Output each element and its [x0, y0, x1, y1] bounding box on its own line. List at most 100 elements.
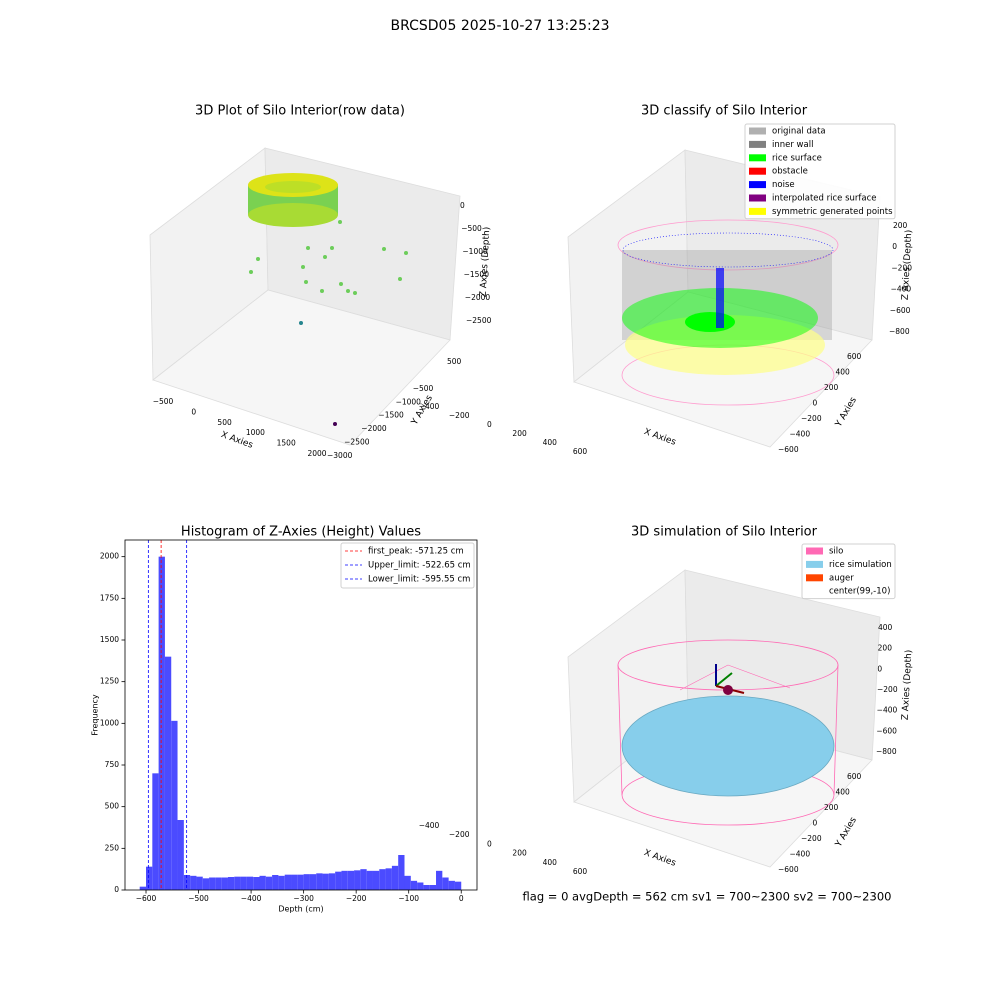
annotation: flag = 0 avgDepth = 562 cm sv1 = 700~230…	[523, 890, 892, 904]
x-tick-label: 0	[459, 894, 464, 903]
x-tick-label: 400	[543, 858, 558, 867]
bar	[190, 875, 197, 890]
bar	[234, 876, 241, 890]
y-axis-label: Y Axies	[833, 815, 859, 849]
bar	[335, 871, 342, 890]
z-tick-label: −600	[890, 306, 911, 315]
x-tick-label: 0	[487, 420, 492, 429]
x-tick-label: −200	[346, 894, 367, 903]
z-tick-label: 0	[460, 201, 465, 210]
plot2-points	[617, 219, 839, 406]
y-tick-label: 0	[813, 399, 818, 408]
x-tick-label: −400	[241, 894, 262, 903]
x-tick-label: −500	[153, 397, 174, 406]
bar	[291, 874, 298, 890]
z-axis-label: Z Axies (Depth)	[479, 227, 493, 298]
bar	[309, 874, 317, 890]
x-tick-label: −200	[449, 830, 470, 839]
x-axis-label: X Axies	[642, 427, 677, 448]
x-tick-label: −500	[188, 894, 209, 903]
y-tick-label: 600	[847, 352, 862, 361]
bar	[284, 874, 292, 890]
bar	[429, 885, 437, 890]
bar	[366, 870, 373, 890]
y-tick-label: 400	[836, 368, 851, 377]
bar	[404, 875, 411, 890]
z-tick-label: −400	[877, 706, 898, 715]
y-axis-label: Frequency	[91, 694, 100, 736]
y-tick-label: 1500	[100, 635, 119, 644]
legend-box	[801, 543, 896, 600]
legend-patch	[806, 560, 823, 568]
plot-title: 3D classify of Silo Interior	[641, 104, 808, 119]
bar	[297, 874, 304, 890]
bar	[379, 869, 386, 890]
bar	[322, 873, 329, 890]
bar	[240, 876, 247, 890]
y-tick-label: −400	[790, 850, 811, 859]
bar	[227, 877, 235, 890]
z-axis-label: Z Axies (Depth)	[901, 230, 915, 301]
x-tick-label: −400	[419, 821, 440, 830]
x-axis-label: X Axies	[642, 848, 677, 869]
y-tick-label: 600	[847, 772, 862, 781]
y-tick-label: −2000	[361, 424, 387, 433]
x-tick-label: −200	[449, 411, 470, 420]
y-tick-label: −500	[413, 384, 434, 393]
legend-label: Lower_limit: -595.55 cm	[368, 575, 470, 585]
bar	[196, 876, 203, 890]
bar	[454, 881, 462, 890]
z-tick-label: 400	[878, 623, 893, 632]
x-tick-label: 1500	[277, 439, 296, 448]
legend-label: silo	[829, 547, 843, 557]
bar	[272, 875, 279, 890]
legend-label: obstacle	[772, 167, 808, 177]
bar	[177, 820, 184, 890]
bar	[303, 874, 310, 890]
x-tick-label: −400	[419, 402, 440, 411]
plot-title: Histogram of Z-Axies (Height) Values	[181, 525, 421, 540]
z-tick-label: −800	[876, 747, 897, 756]
z-tick-label: −1500	[464, 270, 490, 279]
legend-patch	[749, 154, 766, 162]
bar	[278, 875, 285, 890]
bar	[146, 866, 153, 890]
bar	[385, 868, 392, 890]
x-tick-label: 400	[543, 438, 558, 447]
bar	[209, 877, 216, 890]
z-tick-label: −200	[877, 685, 898, 694]
bar	[410, 880, 418, 890]
bar	[202, 878, 210, 890]
bar	[423, 885, 430, 890]
x-tick-label: 600	[573, 867, 588, 876]
bar	[442, 877, 449, 890]
y-axis-label: Y Axies	[833, 395, 859, 429]
z-tick-label: −2500	[466, 316, 492, 325]
y-tick-label: 2000	[100, 552, 119, 561]
x-tick-label: 2000	[307, 449, 326, 458]
z-tick-label: 200	[878, 644, 893, 653]
legend-patch	[749, 207, 766, 215]
y-tick-label: 1250	[100, 677, 119, 686]
legend-label: rice simulation	[829, 560, 892, 570]
x-tick-label: 1000	[246, 428, 265, 437]
legend-patch	[806, 574, 823, 582]
bar	[259, 875, 266, 890]
legend-label: rice surface	[772, 153, 822, 163]
x-tick-label: 0	[487, 839, 492, 848]
bar	[171, 720, 178, 890]
bar	[341, 870, 348, 890]
x-tick-label: 600	[573, 447, 588, 456]
legend-patch	[749, 181, 766, 189]
legend-label: symmetric generated points	[772, 207, 893, 217]
plot1-points	[248, 173, 408, 426]
legend-label: auger	[829, 573, 854, 583]
x-tick-label: −600	[136, 894, 157, 903]
z-tick-label: −500	[461, 224, 482, 233]
legend-label: Upper_limit: -522.65 cm	[368, 561, 471, 571]
bar	[448, 880, 455, 890]
bar	[391, 865, 399, 890]
y-tick-label: 400	[836, 788, 851, 797]
plot-title: 3D simulation of Silo Interior	[631, 525, 818, 540]
bar	[139, 886, 147, 890]
